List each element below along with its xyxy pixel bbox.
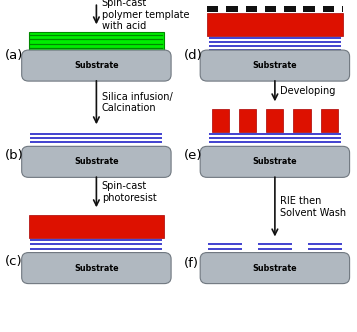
Bar bbox=[266, 109, 283, 132]
Text: (c): (c) bbox=[5, 255, 23, 268]
Text: (b): (b) bbox=[5, 149, 24, 162]
Bar bbox=[239, 109, 256, 132]
FancyBboxPatch shape bbox=[22, 146, 171, 177]
Text: Substrate: Substrate bbox=[74, 61, 119, 70]
Text: Substrate: Substrate bbox=[253, 157, 297, 166]
FancyBboxPatch shape bbox=[200, 50, 350, 81]
Bar bbox=[334, 6, 342, 12]
Text: Spin-cast
photoresist: Spin-cast photoresist bbox=[102, 181, 156, 203]
Bar bbox=[276, 6, 284, 12]
Text: Substrate: Substrate bbox=[74, 157, 119, 166]
Bar bbox=[238, 6, 246, 12]
FancyBboxPatch shape bbox=[22, 50, 171, 81]
Text: (f): (f) bbox=[184, 257, 199, 270]
Text: (a): (a) bbox=[5, 49, 24, 62]
Text: Substrate: Substrate bbox=[74, 264, 119, 273]
Bar bbox=[218, 6, 226, 12]
Bar bbox=[29, 215, 164, 238]
Text: Spin-cast
polymer template
with acid: Spin-cast polymer template with acid bbox=[102, 0, 189, 32]
FancyBboxPatch shape bbox=[22, 253, 171, 284]
Text: Substrate: Substrate bbox=[253, 264, 297, 273]
Text: UV irradiation
with mask: UV irradiation with mask bbox=[280, 0, 347, 1]
Text: (d): (d) bbox=[184, 49, 203, 62]
Bar bbox=[212, 109, 229, 132]
Bar bbox=[315, 6, 323, 12]
Bar bbox=[29, 32, 164, 55]
Text: Substrate: Substrate bbox=[253, 61, 297, 70]
Text: (e): (e) bbox=[184, 149, 202, 162]
Bar bbox=[207, 13, 343, 36]
Bar bbox=[321, 109, 338, 132]
Text: RIE then
Solvent Wash: RIE then Solvent Wash bbox=[280, 196, 346, 218]
Bar bbox=[293, 109, 311, 132]
FancyBboxPatch shape bbox=[200, 146, 350, 177]
FancyBboxPatch shape bbox=[200, 253, 350, 284]
Bar bbox=[207, 6, 343, 12]
Bar bbox=[296, 6, 303, 12]
Bar bbox=[257, 6, 265, 12]
Text: Developing: Developing bbox=[280, 86, 336, 96]
Text: Silica infusion/
Calcination: Silica infusion/ Calcination bbox=[102, 92, 172, 114]
